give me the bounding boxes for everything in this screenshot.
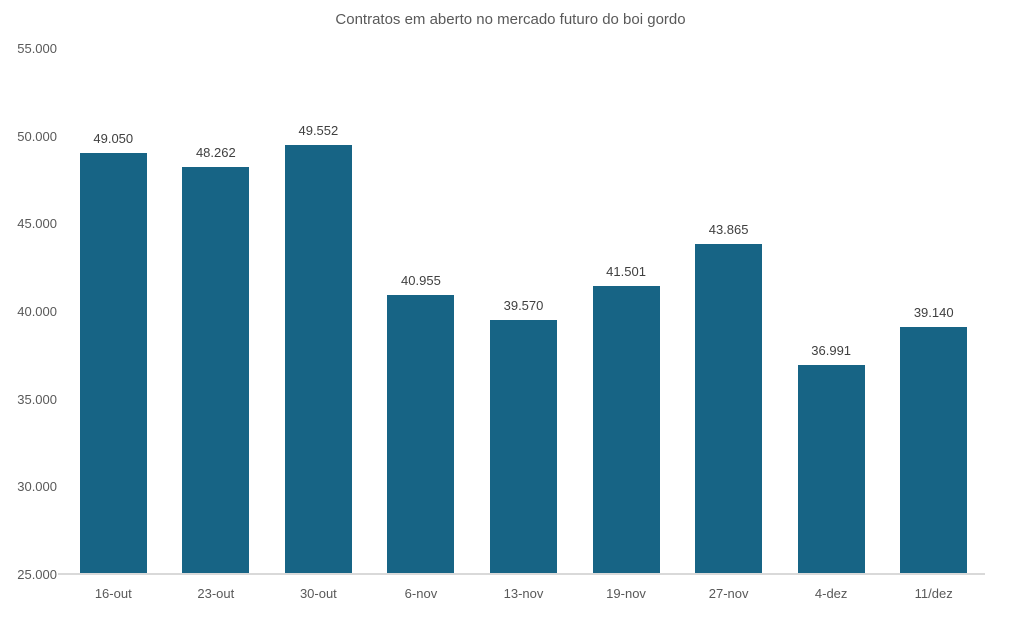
y-axis-tick-label: 45.000 <box>17 216 57 232</box>
x-axis-label: 16-out <box>94 586 132 601</box>
y-axis-tick-label: 55.000 <box>17 41 57 56</box>
x-axis-label: 27-nov <box>708 586 749 601</box>
x-axis-label: 19-nov <box>606 586 646 601</box>
bar <box>182 167 250 574</box>
y-axis-tick-label: 50.000 <box>17 128 57 144</box>
y-axis-tick-label: 30.000 <box>17 479 57 495</box>
data-label: 43.865 <box>708 222 749 238</box>
bar <box>284 144 352 574</box>
bar <box>79 153 147 574</box>
x-axis-label: 11/dez <box>914 586 953 601</box>
data-label: 39.140 <box>913 305 954 321</box>
y-axis-tick-label: 40.000 <box>17 304 57 319</box>
x-axis-line <box>58 573 985 575</box>
data-label: 39.570 <box>503 297 544 313</box>
data-label: 49.050 <box>93 131 134 147</box>
data-label: 40.955 <box>401 273 441 289</box>
data-label: 49.552 <box>298 122 339 138</box>
x-axis-label: 30-out <box>299 586 337 601</box>
bar <box>387 295 455 574</box>
bar <box>592 285 660 574</box>
x-axis-label: 23-out <box>197 586 235 601</box>
bar <box>797 364 865 574</box>
y-axis-tick-label: 35.000 <box>17 391 57 407</box>
data-label: 48.262 <box>195 145 236 161</box>
chart-title: Contratos em aberto no mercado futuro do… <box>335 11 686 28</box>
bar <box>900 327 968 574</box>
x-axis-label: 6-nov <box>404 586 438 601</box>
bar <box>490 319 557 574</box>
y-axis-tick-label: 25.000 <box>17 567 57 582</box>
bar <box>695 244 763 574</box>
x-axis-label: 4-dez <box>814 586 848 601</box>
x-axis-label: 13-nov <box>503 586 544 601</box>
data-label: 41.501 <box>606 263 646 279</box>
data-label: 36.991 <box>811 342 852 358</box>
